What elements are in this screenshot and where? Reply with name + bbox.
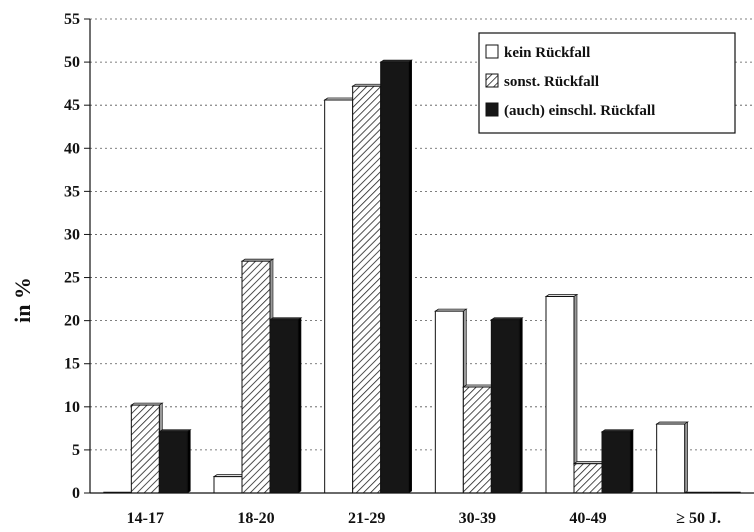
bar [324, 99, 354, 494]
bar [462, 386, 492, 494]
bar [656, 423, 686, 494]
bar [545, 296, 575, 494]
x-tick-labels: 14-17 18-20 21-29 30-39 40-49 ≥ 50 J. [127, 510, 721, 527]
bars [103, 59, 741, 494]
y-axis-label: in % [10, 277, 35, 323]
bar [601, 431, 631, 494]
bar [158, 431, 188, 494]
y-tick-label: 45 [64, 97, 80, 114]
y-tick-label: 0 [72, 485, 80, 502]
legend-box [478, 32, 736, 134]
bar-40-49-series-2 [600, 429, 635, 494]
x-tick-label: 30-39 [459, 510, 496, 527]
legend-entry: (auch) einschl. Rückfall [504, 103, 655, 119]
bar [490, 319, 520, 494]
bar [434, 310, 464, 494]
y-tick-label: 30 [64, 226, 80, 243]
y-tick-label: 15 [64, 356, 80, 373]
x-tick-label: 21-29 [348, 510, 385, 527]
x-tick-label: 18-20 [237, 510, 274, 527]
legend-swatch [485, 73, 499, 88]
y-tick-label: 25 [64, 270, 80, 287]
legend-entry: sonst. Rückfall [504, 74, 599, 90]
legend-swatch [485, 102, 499, 117]
bar-14-17-series-2 [158, 429, 192, 494]
bar [241, 260, 271, 494]
x-tick-label: 40-49 [569, 510, 606, 527]
x-tick-label: 14-17 [127, 510, 164, 527]
y-tick-label: 5 [72, 442, 80, 459]
bar [380, 61, 410, 494]
bar [269, 319, 299, 494]
y-tick-label: 35 [64, 183, 80, 200]
bar-21-29-series-2 [379, 59, 413, 494]
y-tick-labels: 0 5 10 15 20 25 30 35 40 45 50 55 [64, 11, 80, 502]
bar-18-20-series-1 [240, 258, 275, 494]
legend-entry: kein Rückfall [504, 45, 590, 61]
bar-30-39-series-1 [462, 384, 496, 494]
bar-≥ 50 J.-series-0 [655, 421, 689, 494]
y-tick-label: 40 [64, 140, 80, 157]
bar-30-39-series-2 [490, 317, 524, 494]
legend-swatch [485, 44, 499, 59]
y-tick-label: 20 [64, 313, 80, 330]
bar-14-17-series-1 [130, 402, 164, 494]
bar-18-20-series-2 [268, 317, 303, 494]
legend: kein Rückfall sonst. Rückfall (auch) einsc… [478, 32, 736, 134]
bar-21-29-series-1 [351, 83, 385, 494]
bar [352, 85, 382, 494]
bar-40-49-series-1 [572, 461, 607, 494]
x-tick-label: ≥ 50 J. [676, 510, 721, 527]
y-tick-label: 55 [64, 11, 80, 28]
bar-30-39-series-0 [434, 308, 468, 494]
bar [213, 476, 243, 494]
grid-lines [90, 18, 754, 451]
y-tick-label: 10 [64, 399, 80, 416]
bar-40-49-series-0 [544, 293, 579, 494]
y-tick-label: 50 [64, 54, 80, 71]
bar [130, 404, 160, 494]
bar-18-20-series-0 [212, 474, 247, 494]
bar [573, 463, 603, 494]
bar-21-29-series-0 [323, 97, 357, 494]
axes [84, 18, 754, 494]
